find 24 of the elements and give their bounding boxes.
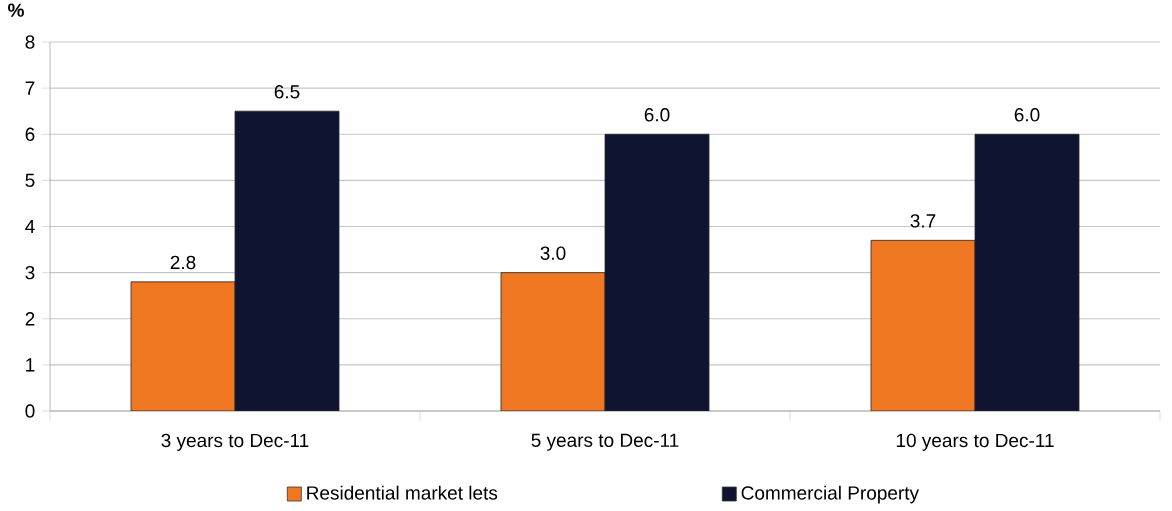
y-tick-label: 2: [25, 312, 35, 326]
data-label: 3.7: [910, 214, 936, 228]
x-tick-label: 10 years to Dec-11: [896, 433, 1054, 451]
y-tick-label: 5: [25, 173, 35, 188]
data-label: 2.8: [170, 255, 196, 270]
y-tick-label: 6: [25, 127, 35, 141]
bar: [130, 281, 236, 411]
y-tick-label: 4: [25, 219, 35, 234]
y-tick-label: 0: [25, 404, 35, 418]
y-tick-label: 1: [26, 358, 35, 372]
bar: [500, 272, 606, 411]
data-label: 6.0: [644, 108, 670, 122]
y-tick-label: 3: [25, 265, 35, 280]
x-tick-label: 5 years to Dec-11: [531, 433, 679, 451]
data-label: 6.5: [274, 85, 300, 99]
legend-label: Residential market lets: [307, 485, 498, 500]
bar: [870, 239, 976, 411]
data-label: 6.0: [1014, 108, 1040, 122]
data-label: 3.0: [540, 246, 566, 260]
y-axis-title: %: [8, 3, 24, 17]
y-tick-label: 8: [25, 35, 35, 49]
legend-label: Commercial Property: [741, 485, 920, 504]
x-tick-label: 3 years to Dec-11: [161, 433, 309, 451]
y-tick-label: 7: [25, 81, 35, 95]
